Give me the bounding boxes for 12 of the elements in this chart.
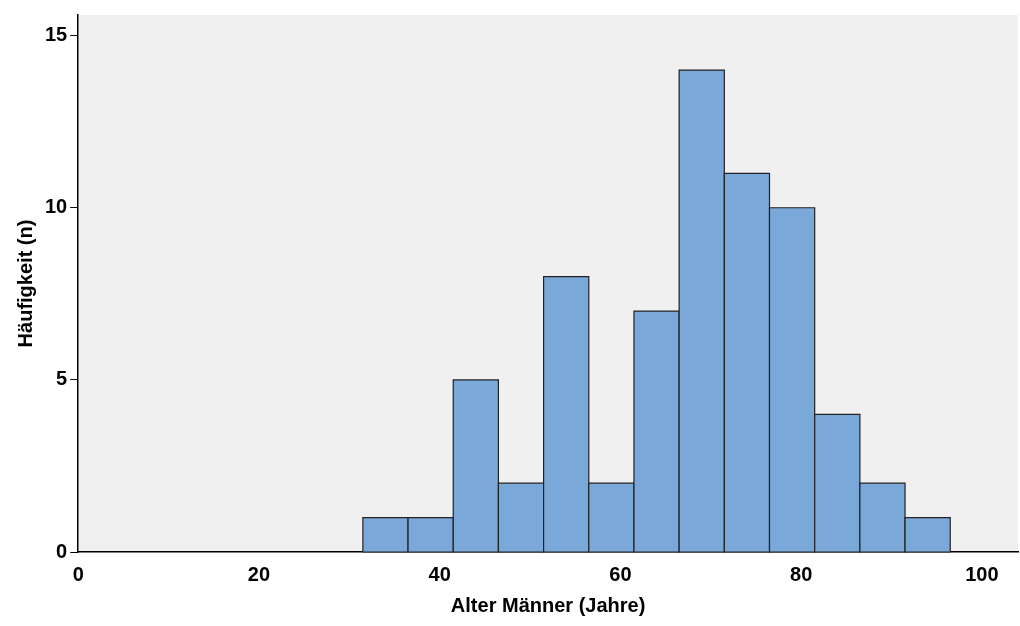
y-tick-label: 0 <box>56 539 68 562</box>
x-axis-title: Alter Männer (Jahre) <box>450 593 646 616</box>
x-tick-label: 40 <box>428 562 451 585</box>
x-tick-label: 0 <box>72 562 84 585</box>
y-tick-label: 10 <box>45 195 68 218</box>
x-tick-label: 80 <box>790 562 813 585</box>
x-tick-label: 100 <box>965 562 999 585</box>
x-tick-label: 60 <box>609 562 632 585</box>
y-axis-title: Häufigkeit (n) <box>13 219 36 348</box>
y-tick-label: 5 <box>56 367 68 390</box>
y-tick-label: 15 <box>45 23 68 46</box>
x-tick-label: 20 <box>247 562 271 585</box>
